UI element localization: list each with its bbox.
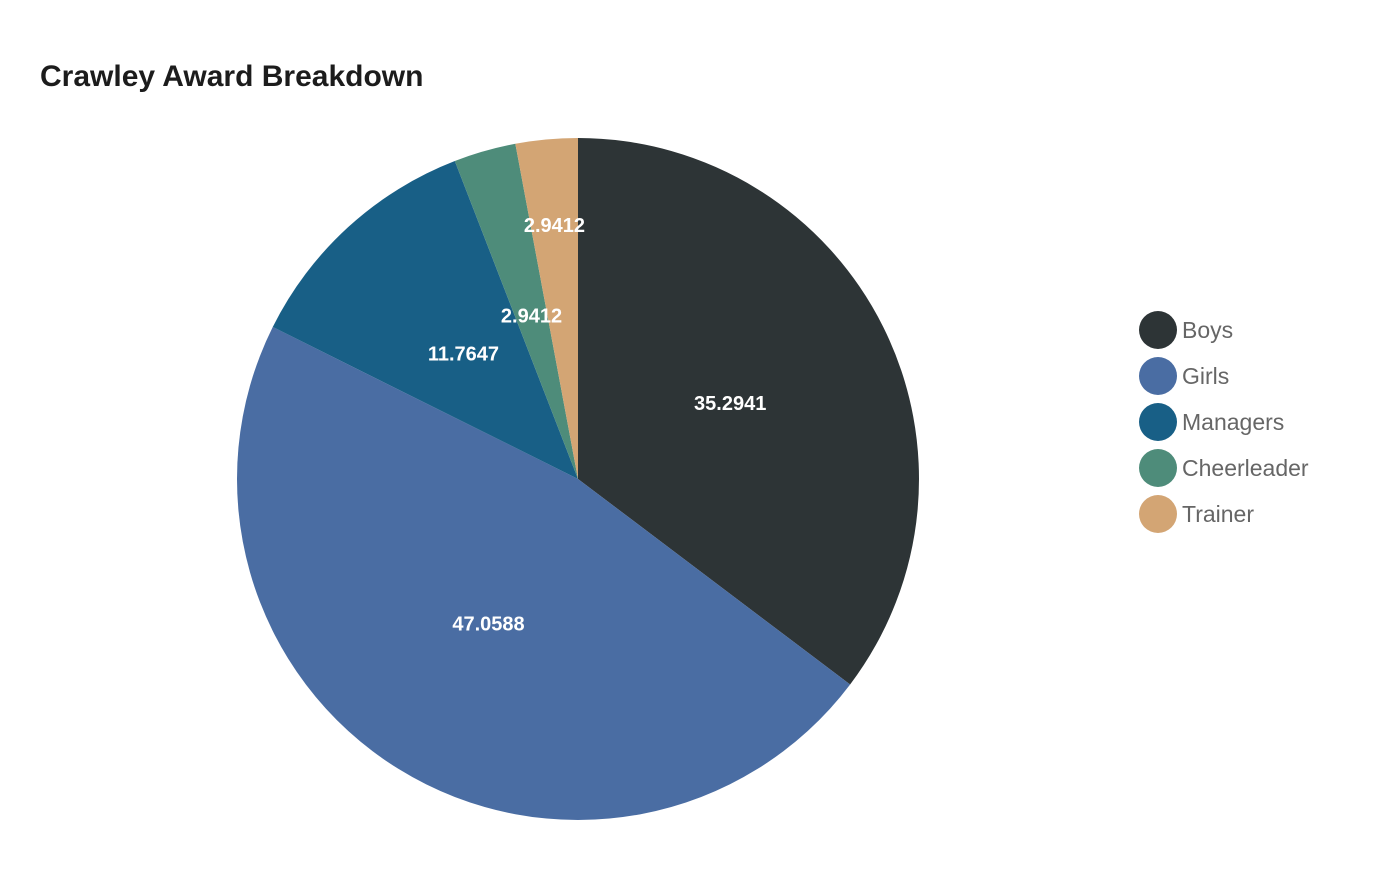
slice-label-trainer: 2.9412 (524, 215, 585, 237)
pie-slice-girls[interactable] (237, 327, 851, 820)
slice-label-boys: 35.2941 (694, 393, 766, 415)
slice-label-managers: 11.7647 (428, 343, 499, 365)
pie-slice-managers[interactable] (272, 161, 578, 479)
legend-swatch (1139, 495, 1177, 533)
legend-label: Trainer (1182, 500, 1254, 527)
legend-label: Boys (1182, 316, 1234, 343)
legend-item-cheerleader[interactable]: Cheerleader (1139, 441, 1309, 495)
legend-label: Managers (1182, 408, 1285, 435)
pie-slice-boys[interactable] (578, 138, 920, 685)
legend-swatch (1139, 311, 1177, 349)
legend-swatch (1139, 357, 1177, 395)
legend-label: Girls (1182, 362, 1230, 389)
legend-label: Cheerleader (1182, 454, 1309, 481)
legend-item-trainer[interactable]: Trainer (1139, 487, 1309, 541)
legend-item-managers[interactable]: Managers (1139, 395, 1309, 449)
legend-item-girls[interactable]: Girls (1139, 349, 1309, 403)
pie-slice-cheerleader[interactable] (454, 143, 578, 479)
pie-slice-trainer[interactable] (515, 138, 578, 479)
slice-label-cheerleader: 2.9412 (501, 305, 562, 327)
legend-item-boys[interactable]: Boys (1139, 303, 1309, 357)
legend: Boys Girls Managers Cheerleader Trainer (1139, 303, 1309, 541)
chart-title: Crawley Award Breakdown (40, 60, 424, 93)
slice-label-girls: 47.0588 (452, 614, 524, 636)
legend-swatch (1139, 403, 1177, 441)
legend-swatch (1139, 449, 1177, 487)
